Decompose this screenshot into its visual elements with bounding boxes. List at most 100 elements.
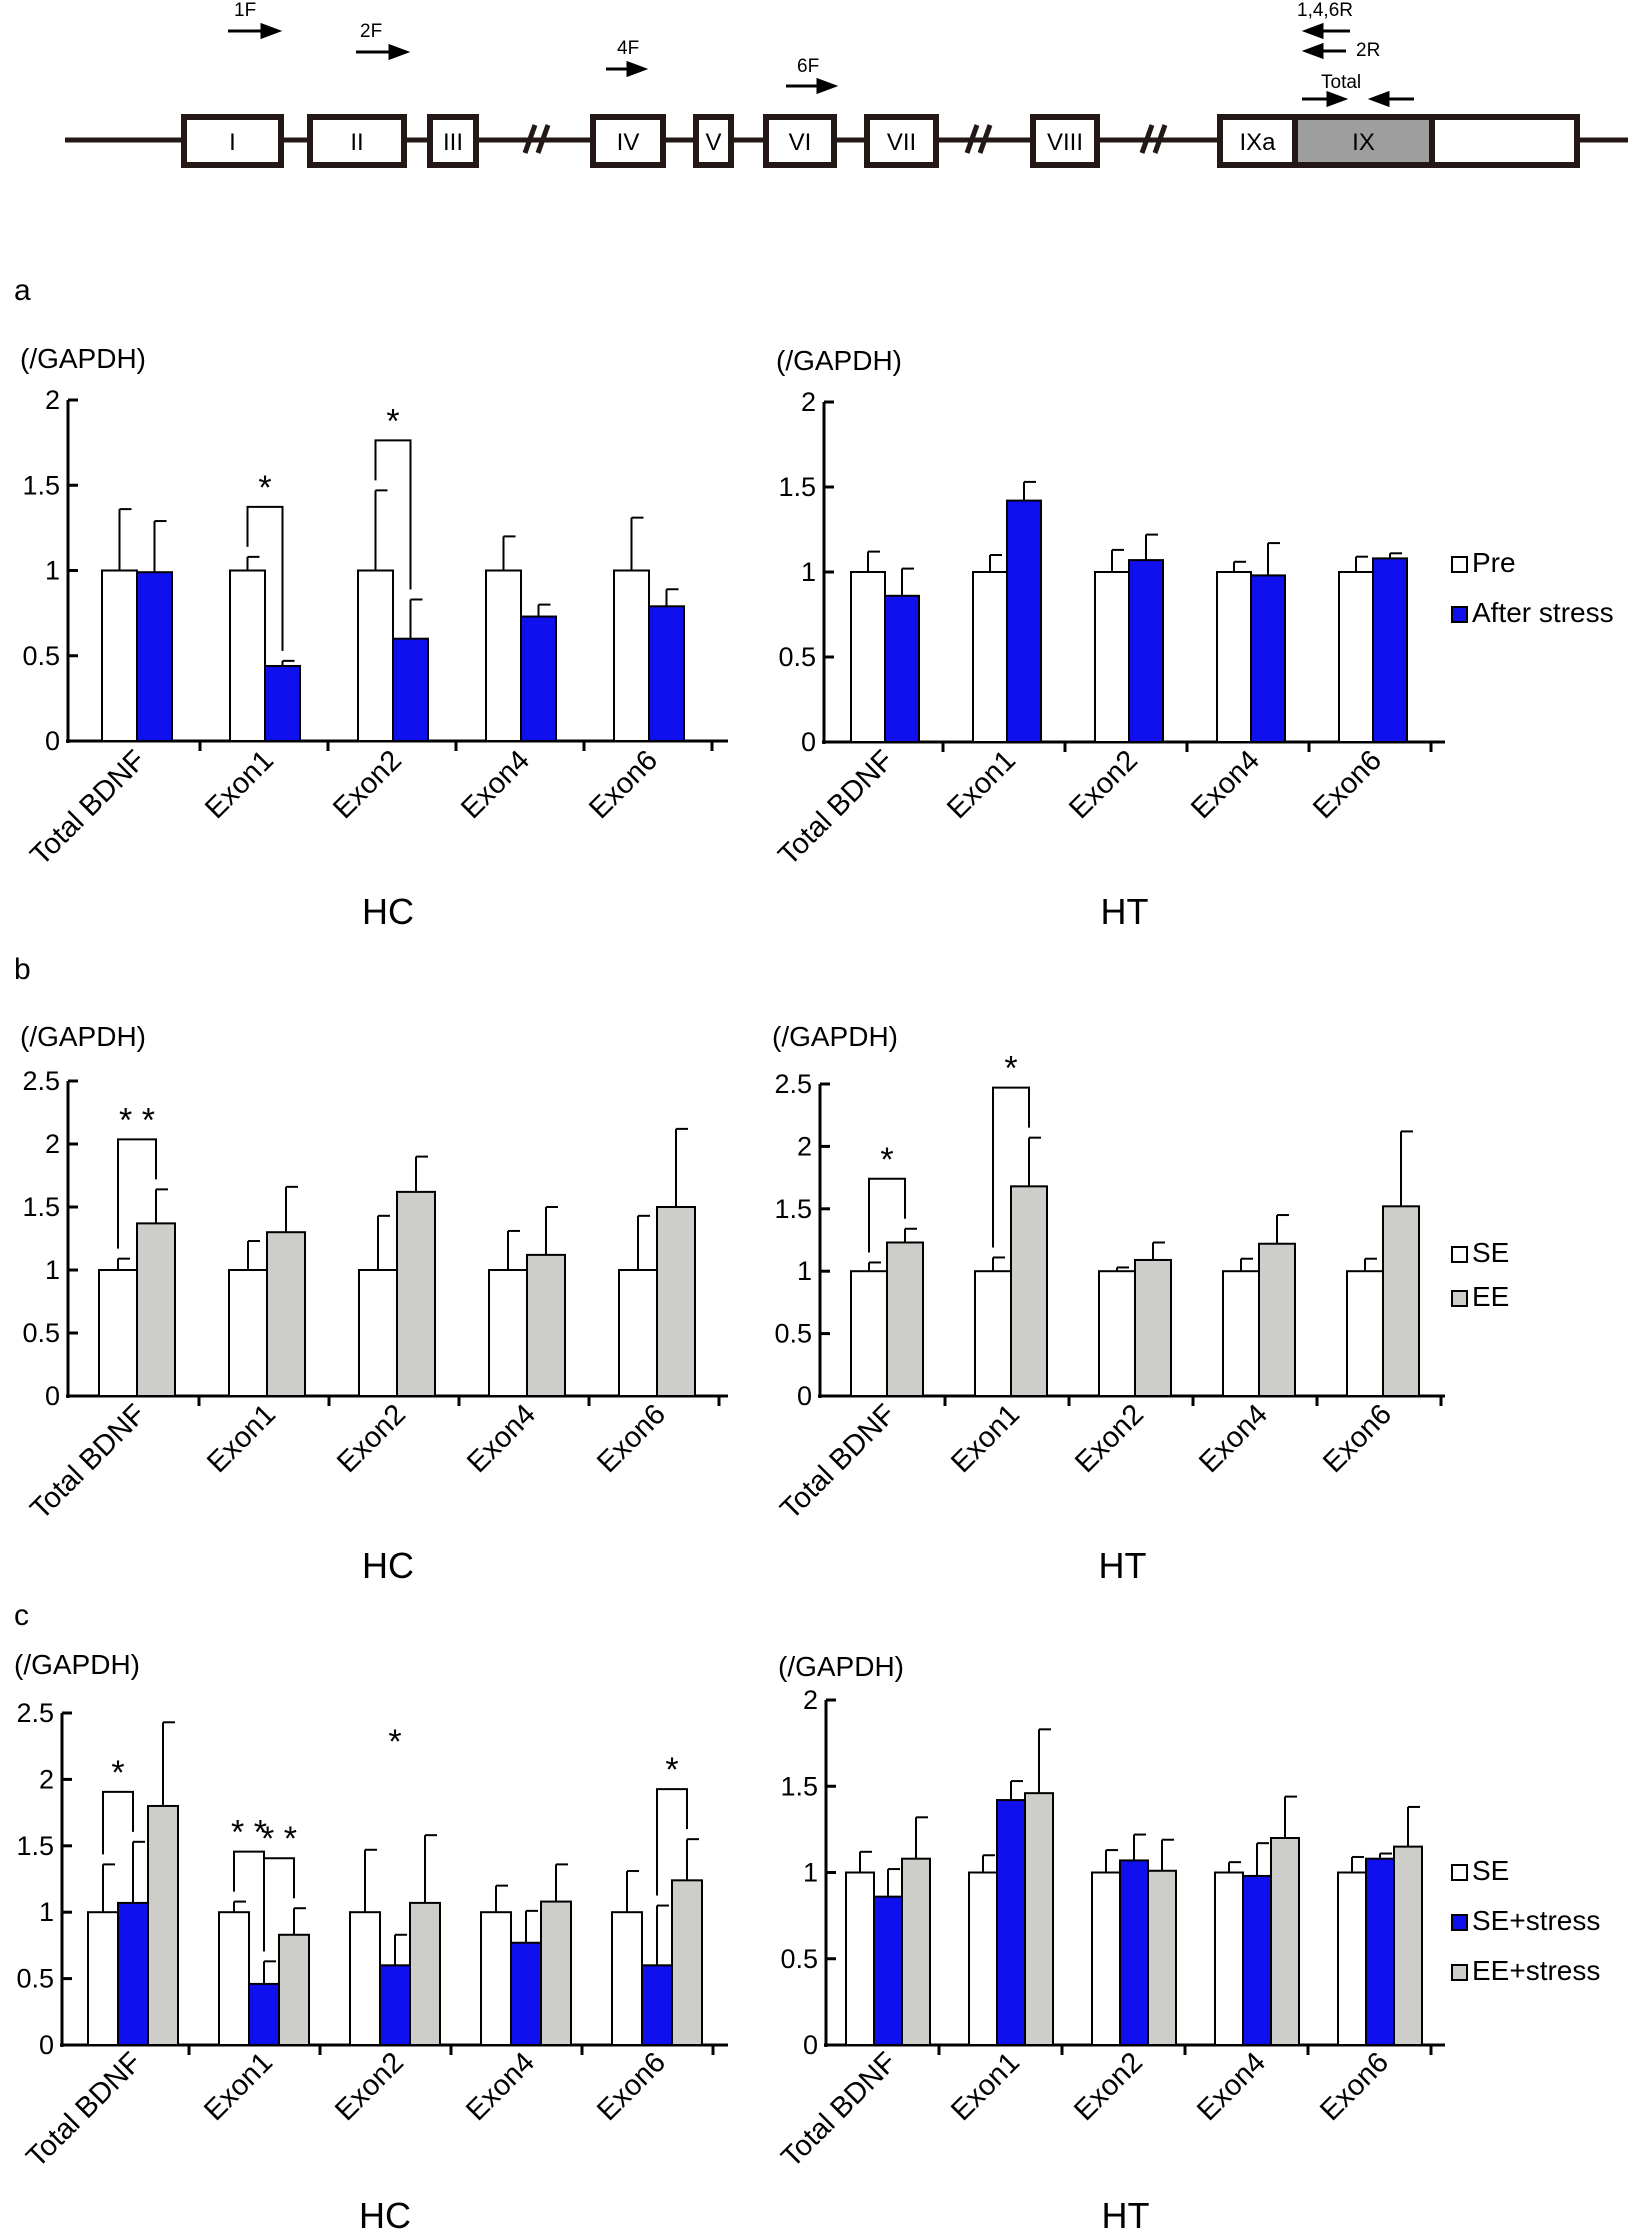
significance-bracket — [117, 1138, 157, 1249]
exon-label-VII: VII — [887, 129, 916, 156]
significance-bracket — [374, 439, 412, 590]
y-tick-label: 0 — [801, 727, 816, 757]
significance-bracket — [992, 1086, 1030, 1248]
bar — [87, 1911, 119, 2046]
bar — [228, 1269, 268, 1397]
bar — [1270, 1837, 1300, 2046]
bar — [526, 1253, 566, 1397]
primer-label-total: Total — [1321, 72, 1361, 93]
x-axis-title: HT — [1102, 2195, 1150, 2230]
bar — [480, 1911, 512, 2046]
bar — [1119, 1859, 1149, 2047]
significance-bracket — [102, 1790, 134, 1855]
significance-bracket — [868, 1177, 906, 1253]
y-tick-label: 1 — [45, 1255, 60, 1285]
y-tick-label: 0 — [45, 1381, 60, 1411]
category-label: Exon1 — [199, 744, 280, 825]
significance-label: * * — [231, 1814, 267, 1852]
bar — [1242, 1874, 1272, 2046]
y-tick-label: 1.5 — [774, 1194, 812, 1224]
bar — [520, 615, 557, 742]
bar — [968, 1871, 998, 2046]
chart-a-hc: (/GAPDH) 0 0.5 1 1.5 2 Total BDNF Exon1 Exon2 Exo… — [20, 343, 728, 932]
category-label: Exon6 — [1317, 1398, 1398, 1479]
primer-label-1F: 1F — [234, 0, 256, 21]
y-tick-label: 0.5 — [778, 642, 816, 672]
y-axis-label: (/GAPDH) — [20, 343, 146, 374]
category-label: Exon2 — [327, 744, 408, 825]
significance-label: * — [111, 1754, 124, 1792]
exon-box-V — [693, 114, 734, 168]
legend-label: SE — [1472, 1855, 1509, 1886]
bar — [1372, 557, 1408, 744]
y-tick-label: 1 — [801, 557, 816, 587]
legend-label: SE+stress — [1472, 1905, 1600, 1936]
bar — [349, 1911, 381, 2046]
bar — [510, 1941, 542, 2047]
bar — [266, 1231, 306, 1397]
bar — [485, 569, 522, 742]
x-axis-title: HC — [362, 891, 414, 932]
primer-label-4F: 4F — [617, 38, 639, 59]
legend-swatch — [1451, 1914, 1468, 1931]
primer-arrows — [228, 22, 1414, 108]
bar — [886, 1241, 924, 1397]
bar — [656, 1206, 696, 1397]
bar — [358, 1269, 398, 1397]
category-label: Exon6 — [1314, 2046, 1395, 2127]
x-axis-title: HT — [1099, 1545, 1147, 1586]
bar — [488, 1269, 528, 1397]
bar — [1250, 574, 1286, 744]
chart-c-ht: (/GAPDH) 0 0.5 1 1.5 2 Total BDNF Exon1 Exon2 Exo… — [775, 1651, 1600, 2230]
bar — [1094, 571, 1130, 743]
bar — [248, 1982, 280, 2046]
bar — [136, 571, 173, 743]
exon-box-II — [307, 114, 407, 168]
gene-structure-diagram: I II III IV V VI VII VIII IXa IX 1F 2F 4F 6F 1,4,… — [65, 0, 1628, 168]
bar — [147, 1804, 179, 2046]
x-axis-title: HC — [359, 2195, 411, 2230]
y-tick-label: 0 — [797, 1381, 812, 1411]
y-axis-label: (/GAPDH) — [772, 1021, 898, 1052]
panel-label-b: b — [14, 953, 31, 986]
y-tick-label: 2 — [797, 1131, 812, 1161]
bar — [136, 1222, 176, 1397]
x-axis-title: HC — [362, 1545, 414, 1586]
bar — [117, 1901, 149, 2047]
significance-label: * — [880, 1141, 893, 1179]
significance-bracket — [263, 1857, 295, 1952]
chart-b-ht: (/GAPDH) 0 0.5 1 1.5 2 2.5 Total BDNF Exon1 Exon2… — [772, 1021, 1509, 1586]
exon-label-II: II — [350, 129, 363, 156]
y-tick-label: 1.5 — [22, 470, 60, 500]
bar — [264, 664, 301, 742]
bar — [974, 1270, 1012, 1397]
bar — [1393, 1845, 1423, 2046]
exon-label-IXa: IXa — [1239, 129, 1276, 156]
y-tick-label: 2 — [39, 1764, 54, 1794]
exon-label-III: III — [443, 129, 463, 156]
category-label: Exon4 — [461, 1398, 542, 1479]
bar — [641, 1964, 673, 2046]
category-label: Exon1 — [945, 1398, 1026, 1479]
y-tick-label: 1 — [797, 1256, 812, 1286]
chart-a-ht: (/GAPDH) 0 0.5 1 1.5 2 Total BDNF Exon1 Exon2 Exo… — [772, 345, 1613, 932]
bar — [618, 1269, 658, 1397]
legend-swatch — [1451, 1290, 1468, 1307]
significance-label: * — [258, 469, 271, 507]
panel-label-c: c — [14, 1599, 29, 1632]
chart-b-hc: (/GAPDH) 0 0.5 1 1.5 2 2.5 Total BDNF Exon1 Exon2… — [20, 1021, 728, 1586]
y-tick-label: 2 — [45, 385, 60, 415]
y-tick-label: 1 — [39, 1897, 54, 1927]
y-tick-label: 1.5 — [22, 1192, 60, 1222]
category-label: Exon2 — [1068, 2046, 1149, 2127]
category-label: Exon2 — [1069, 1398, 1150, 1479]
exon-box-VIII — [1030, 114, 1100, 168]
legend-label: SE — [1472, 1237, 1509, 1268]
exon-box-VI — [763, 114, 837, 168]
primer-label-2F: 2F — [360, 21, 382, 42]
category-label: Total BDNF — [20, 2046, 147, 2173]
bar — [613, 569, 650, 742]
bar — [1091, 1871, 1121, 2046]
y-tick-label: 0.5 — [22, 641, 60, 671]
bar — [101, 569, 138, 742]
